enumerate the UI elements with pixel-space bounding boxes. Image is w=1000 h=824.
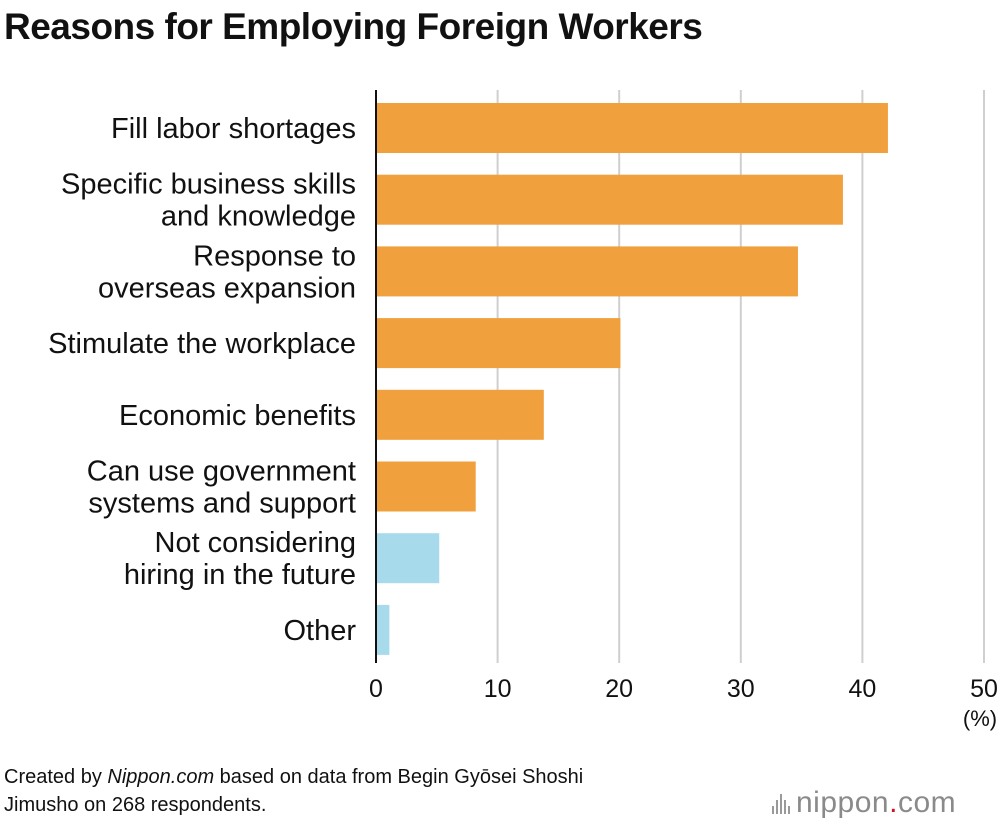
logo-mark-icon — [772, 792, 790, 814]
category-label: Response to overseas expansion — [98, 240, 356, 304]
logo-tld: com — [897, 786, 957, 819]
category-label: Specific business skills and knowledge — [61, 169, 356, 233]
bar — [376, 604, 390, 655]
category-labels: Fill labor shortages Specific business sk… — [48, 113, 356, 647]
x-tick-label: 50 — [970, 675, 998, 703]
source-note: Created by Nippon.com based on data from… — [4, 763, 583, 819]
x-tick-label: 20 — [605, 675, 633, 703]
source-note-line-1: Created by Nippon.com based on data from… — [4, 763, 583, 791]
bar — [376, 461, 476, 512]
bar — [376, 103, 888, 153]
bar — [376, 318, 621, 369]
bar — [376, 533, 440, 584]
bar — [376, 389, 544, 440]
bar — [376, 246, 798, 297]
source-name: Nippon.com — [107, 766, 215, 788]
category-label: Fill labor shortages — [111, 113, 356, 145]
x-tick-label: 30 — [727, 675, 755, 703]
bar-chart: Fill labor shortages Specific business sk… — [48, 90, 998, 731]
source-rest: based on data from Begin Gyōsei Shoshi — [214, 766, 584, 788]
category-label: Economic benefits — [119, 400, 356, 432]
logo-dot: . — [889, 786, 898, 819]
bars — [376, 103, 888, 655]
x-tick-label: 40 — [848, 675, 876, 703]
category-label: Other — [283, 615, 356, 647]
source-note-line-2: Jimusho on 268 respondents. — [4, 794, 267, 816]
x-unit-label: (%) — [963, 706, 997, 731]
x-tick-label: 10 — [484, 675, 512, 703]
bar — [376, 174, 843, 225]
logo-name: nippon — [796, 786, 890, 819]
x-tick-label: 0 — [369, 675, 383, 703]
nippon-logo: nippon.com — [772, 786, 956, 820]
x-axis-ticks: 0 10 20 30 40 50 (%) — [369, 675, 998, 731]
category-label: Not considering hiring in the future — [124, 527, 356, 591]
category-label: Stimulate the workplace — [48, 328, 356, 360]
category-label: Can use government systems and support — [87, 456, 356, 520]
chart-title: Reasons for Employing Foreign Workers — [4, 6, 703, 47]
logo-wordmark: nippon.com — [796, 786, 956, 820]
source-prefix: Created by — [4, 766, 108, 788]
